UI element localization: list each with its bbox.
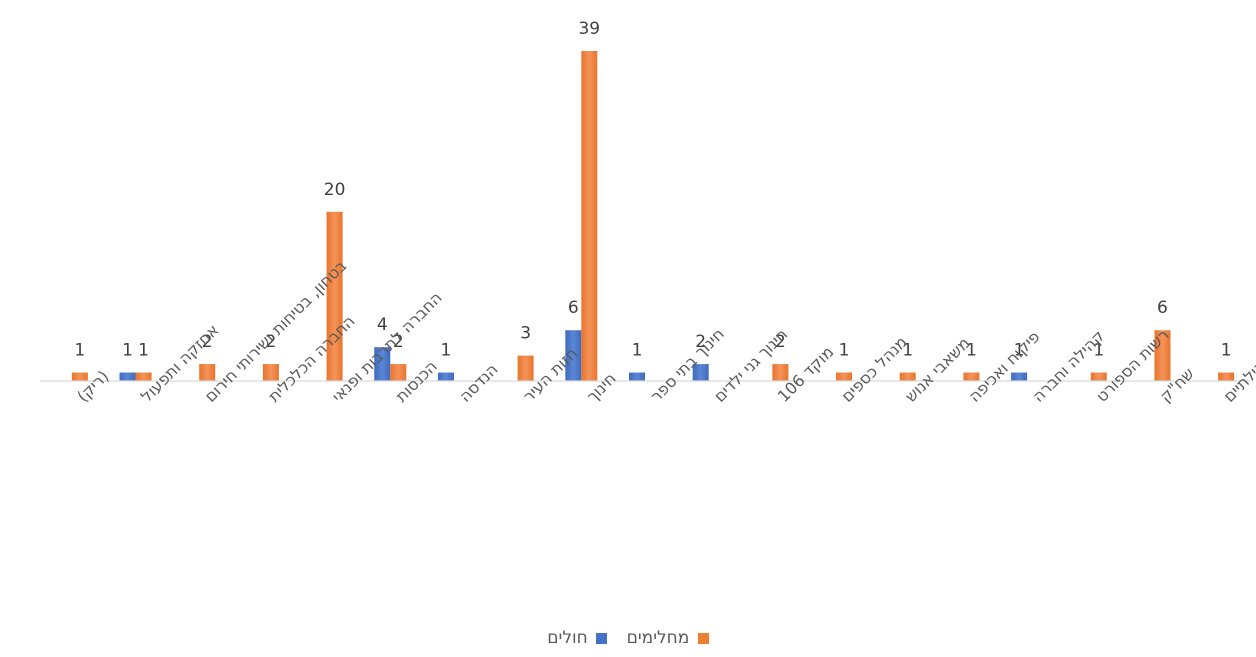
bar-machlimim-1 <box>135 372 152 381</box>
bar-machlimim-17 <box>1154 330 1171 381</box>
bar-machlimim-11 <box>772 364 789 381</box>
bar-cholim-10 <box>692 364 709 381</box>
legend-swatch-blue <box>596 632 608 644</box>
data-label-machlimim-0: 1 <box>74 341 85 361</box>
legend-label: חולים <box>547 628 588 648</box>
data-label-machlimim-16: 1 <box>1093 341 1104 361</box>
bar-machlimim-18 <box>1218 372 1235 381</box>
bar-cholim-15 <box>1011 372 1028 381</box>
data-label-cholim-15: 1 <box>1014 341 1025 361</box>
data-label-machlimim-17: 6 <box>1157 298 1168 318</box>
data-label-cholim-6: 1 <box>441 341 452 361</box>
legend-item-series-1: חולים <box>547 628 608 648</box>
bar-cholim-6 <box>437 372 454 381</box>
bar-cholim-5 <box>374 347 391 381</box>
data-label-cholim-9: 1 <box>632 341 643 361</box>
bar-machlimim-14 <box>963 372 980 381</box>
legend: מחלימים חולים <box>0 628 1256 648</box>
x-tick-label-18: שירותים חברתיים קהילתיים <box>1220 263 1256 406</box>
data-label-machlimim-12: 1 <box>839 341 850 361</box>
data-label-machlimim-13: 1 <box>902 341 913 361</box>
bar-machlimim-0 <box>71 372 88 381</box>
bar-machlimim-5 <box>390 364 407 381</box>
data-label-machlimim-18: 1 <box>1221 341 1232 361</box>
x-tick-label-4: החברה לתרבות ופנאי <box>328 288 446 406</box>
data-label-machlimim-5: 2 <box>393 332 404 352</box>
bar-machlimim-8 <box>581 51 598 381</box>
bar-machlimim-13 <box>899 372 916 381</box>
bar-machlimim-4 <box>326 211 343 381</box>
data-label-machlimim-1: 1 <box>138 341 149 361</box>
bar-machlimim-16 <box>1090 372 1107 381</box>
data-label-machlimim-4: 20 <box>324 180 346 200</box>
bar-machlimim-7 <box>517 355 534 381</box>
bar-machlimim-3 <box>262 364 279 381</box>
data-label-machlimim-8: 39 <box>578 19 600 39</box>
legend-item-series-2: מחלימים <box>627 628 709 648</box>
x-tick-label-6: הנדסה <box>455 360 501 406</box>
bar-cholim-9 <box>629 372 645 381</box>
bar-machlimim-2 <box>199 364 216 381</box>
data-label-machlimim-3: 2 <box>265 332 276 352</box>
bar-machlimim-12 <box>836 372 853 381</box>
data-label-machlimim-14: 1 <box>966 341 977 361</box>
data-label-machlimim-2: 2 <box>202 332 213 352</box>
bar-cholim-8 <box>565 330 582 381</box>
bars-layer <box>71 51 1235 381</box>
data-label-machlimim-7: 3 <box>520 324 531 344</box>
data-label-cholim-10: 2 <box>695 332 706 352</box>
data-label-cholim-5: 4 <box>377 315 388 335</box>
data-label-cholim-8: 6 <box>568 298 579 318</box>
data-label-machlimim-11: 2 <box>775 332 786 352</box>
x-tick-label-0: (ריק) <box>73 367 112 406</box>
bar-cholim-1 <box>119 372 136 381</box>
data-label-cholim-1: 1 <box>122 341 133 361</box>
legend-swatch-orange <box>697 632 709 644</box>
legend-label: מחלימים <box>626 628 690 648</box>
